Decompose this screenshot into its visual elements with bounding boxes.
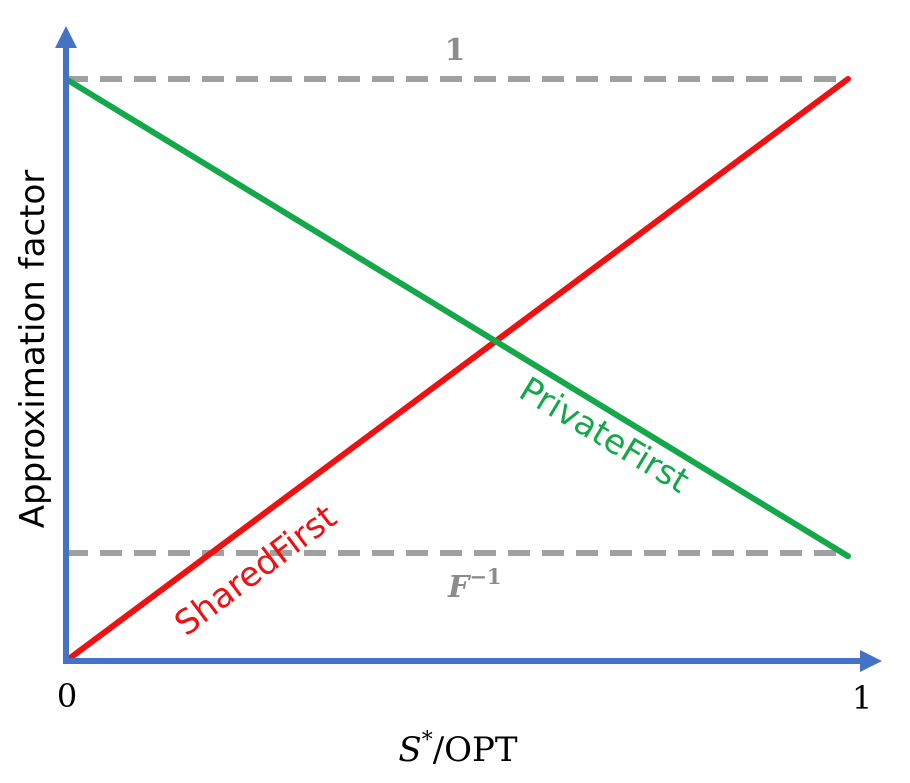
privatefirst-line [63, 76, 851, 560]
x-axis-arrowhead [860, 650, 882, 672]
y-axis-label: Approximation factor [13, 170, 53, 528]
privatefirst-label: PrivateFirst [512, 369, 696, 501]
sharedfirst-line [63, 76, 851, 664]
reference-label-f-inverse: F−1 [447, 564, 502, 605]
x-axis-label: S*/OPT [398, 728, 518, 770]
x-tick-zero: 0 [57, 677, 77, 715]
x-tick-one: 1 [852, 679, 872, 717]
reference-label-one: 1 [445, 33, 466, 68]
y-axis-arrowhead [55, 26, 77, 48]
